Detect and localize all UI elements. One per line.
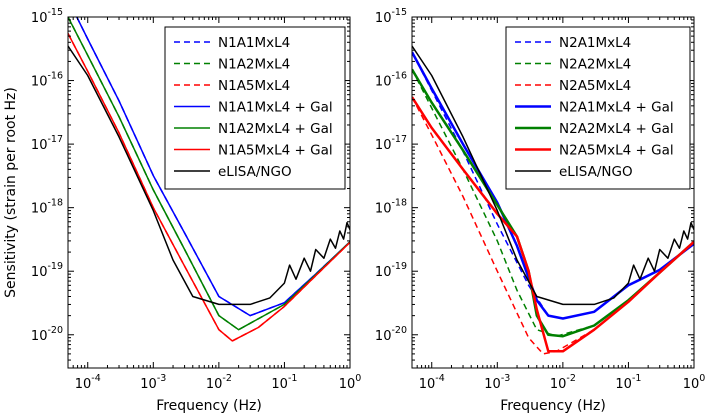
y-tick-label: 10-18 <box>31 198 63 217</box>
y-tick-label: 10-19 <box>375 261 407 280</box>
x-axis-label: Frequency (Hz) <box>500 398 606 414</box>
legend-label: N2A2MxL4 <box>559 57 631 73</box>
y-tick-label: 10-16 <box>375 71 407 90</box>
y-tick-label: 10-17 <box>375 134 407 153</box>
legend-label: N1A2MxL4 <box>218 57 290 73</box>
legend-label: N2A2MxL4 + Gal <box>559 121 674 137</box>
legend-box <box>164 26 346 190</box>
y-axis-label: Sensitivity (strain per root Hz) <box>3 87 19 298</box>
panel-left: 10-4 10-3 10-2 10-1 100 10-20 10-19 10-18 10-17 1… <box>3 7 362 414</box>
x-tick-label: 100 <box>683 373 706 392</box>
series-line-n2a1mxl4-gal <box>412 51 694 320</box>
series-line-n2a5mxl4-gal <box>412 96 694 353</box>
series-line-n2a5mxl4 <box>412 96 694 355</box>
y-tick-label: 10-17 <box>31 134 63 153</box>
legend-label: N2A1MxL4 + Gal <box>559 100 674 116</box>
y-tick-label: 10-18 <box>375 198 407 217</box>
legend-label: N1A5MxL4 <box>218 78 290 94</box>
x-tick-label: 10-3 <box>140 373 166 392</box>
y-tick-label: 10-20 <box>375 325 407 344</box>
legend-label: N1A5MxL4 + Gal <box>218 143 333 159</box>
x-tick-label: 10-4 <box>75 373 101 392</box>
legend: N2A1MxL4 N2A2MxL4 N2A5MxL4 N2A1MxL4 + Gal N2… <box>505 26 691 190</box>
series-line-elisa-ngo <box>68 45 350 306</box>
series-group <box>412 45 694 355</box>
series-line-n1a5mxl4-gal <box>68 33 350 342</box>
series-line-n1a1mxl4-gal <box>75 17 350 317</box>
series-group <box>68 17 350 342</box>
legend-label: N2A5MxL4 <box>559 78 631 94</box>
legend-label: N2A1MxL4 <box>559 35 631 51</box>
series-line-n1a2mxl4-gal <box>68 17 350 331</box>
legend-box <box>505 26 691 190</box>
panel-right: 10-4 10-3 10-2 10-1 100 10-20 10-19 10-18 10-17 1… <box>375 7 705 414</box>
x-tick-label: 100 <box>339 373 362 392</box>
y-tick-label: 10-16 <box>31 71 63 90</box>
legend-label: N1A2MxL4 + Gal <box>218 121 333 137</box>
legend: N1A1MxL4 N1A2MxL4 N1A5MxL4 N1A1MxL4 + Gal N1… <box>164 26 346 190</box>
legend-label: N1A1MxL4 + Gal <box>218 100 333 116</box>
x-tick-label: 10-2 <box>206 373 232 392</box>
x-tick-label: 10-4 <box>419 373 445 392</box>
y-tick-label: 10-15 <box>375 7 407 26</box>
series-line-elisa-ngo <box>412 45 694 306</box>
x-tick-label: 10-1 <box>615 373 641 392</box>
y-tick-label: 10-19 <box>31 261 63 280</box>
legend-label: N2A5MxL4 + Gal <box>559 143 674 159</box>
legend-label: eLISA/NGO <box>218 164 292 180</box>
y-tick-label: 10-15 <box>31 7 63 26</box>
x-tick-label: 10-1 <box>271 373 297 392</box>
y-tick-label: 10-20 <box>31 325 63 344</box>
x-axis-label: Frequency (Hz) <box>156 398 262 414</box>
x-tick-label: 10-2 <box>550 373 576 392</box>
x-tick-label: 10-3 <box>484 373 510 392</box>
legend-label: eLISA/NGO <box>559 164 633 180</box>
legend-label: N1A1MxL4 <box>218 35 290 51</box>
